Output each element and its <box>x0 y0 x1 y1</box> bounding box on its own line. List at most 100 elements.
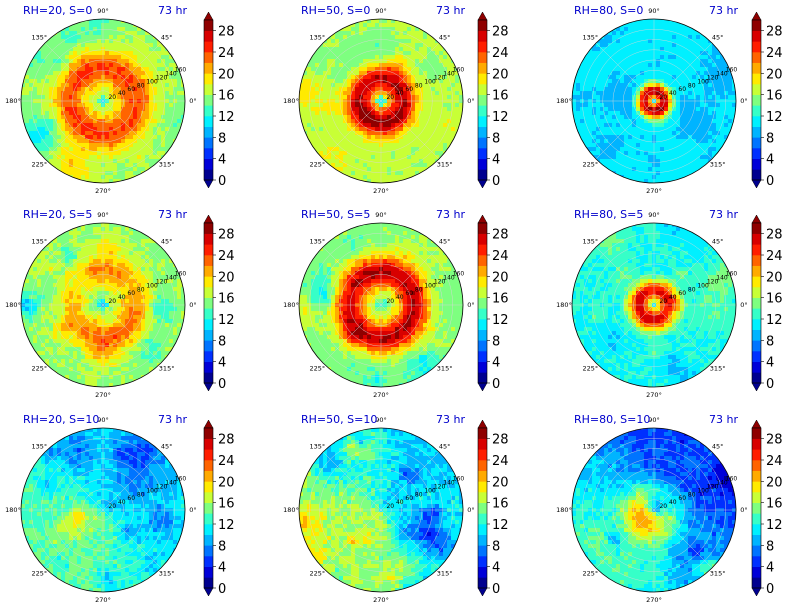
contour-cell <box>137 171 142 176</box>
contour-cell <box>149 103 154 108</box>
contour-cell <box>57 51 62 56</box>
contour-cell <box>335 123 340 128</box>
polar-frame <box>571 18 737 184</box>
contour-cell <box>692 127 697 132</box>
contour-cell <box>141 23 146 28</box>
contour-cell <box>371 163 376 168</box>
contour-cell <box>415 111 420 116</box>
contour-cell <box>165 79 170 84</box>
contour-cell <box>604 91 609 96</box>
contour-cell <box>572 131 577 136</box>
contour-cell <box>359 67 364 72</box>
contour-cell <box>391 135 396 140</box>
contour-cell <box>636 47 641 52</box>
contour-cell <box>447 79 452 84</box>
contour-cell <box>347 27 352 32</box>
contour-cell <box>616 115 621 120</box>
contour-cell <box>716 83 721 88</box>
contour-cell <box>692 159 697 164</box>
contour-cell <box>576 139 581 144</box>
contour-cell <box>716 107 721 112</box>
colorbar-segment <box>752 20 761 31</box>
contour-cell <box>355 51 360 56</box>
contour-cell <box>81 55 86 60</box>
contour-cell <box>81 255 86 260</box>
contour-cell <box>41 123 46 128</box>
contour-cell <box>109 159 114 164</box>
contour-cell <box>632 111 637 116</box>
contour-cell <box>133 147 138 152</box>
colorbar-segment <box>478 105 487 117</box>
contour-cell <box>339 95 344 100</box>
contour-cell <box>153 135 158 140</box>
contour-cell <box>419 31 424 36</box>
contour-cell <box>323 131 328 136</box>
contour-cell <box>121 107 126 112</box>
contour-cell <box>644 127 649 132</box>
contour-cell <box>149 47 154 52</box>
contour-cell <box>129 103 134 108</box>
contour-cell <box>145 123 150 128</box>
contour-cell <box>648 19 653 24</box>
contour-cell <box>431 167 436 172</box>
contour-cell <box>688 43 693 48</box>
contour-cell <box>129 235 134 240</box>
contour-cell <box>660 115 665 120</box>
contour-cell <box>359 27 364 32</box>
contour-cell <box>311 47 316 52</box>
contour-cell <box>391 75 396 80</box>
contour-cell <box>65 275 70 280</box>
contour-cell <box>419 123 424 128</box>
contour-cell <box>455 127 460 132</box>
contour-cell <box>323 87 328 92</box>
contour-cell <box>133 55 138 60</box>
contour-cell <box>69 119 74 124</box>
contour-cell <box>33 103 38 108</box>
contour-cell <box>307 135 312 140</box>
contour-cell <box>347 151 352 156</box>
contour-cell <box>93 107 98 112</box>
contour-cell <box>61 63 66 68</box>
contour-cell <box>165 255 170 260</box>
contour-cell <box>435 43 440 48</box>
contour-cell <box>145 239 150 244</box>
contour-cell <box>37 287 42 292</box>
contour-cell <box>173 111 178 116</box>
contour-cell <box>684 107 689 112</box>
contour-cell <box>105 43 110 48</box>
contour-cell <box>105 275 110 280</box>
contour-cell <box>117 95 122 100</box>
contour-cell <box>45 127 50 132</box>
contour-cell <box>323 71 328 76</box>
contour-cell <box>375 139 380 144</box>
contour-cell <box>636 107 641 112</box>
contour-cell <box>117 31 122 36</box>
contour-cell <box>427 95 432 100</box>
contour-cell <box>327 63 332 68</box>
contour-cell <box>89 251 94 256</box>
contour-cell <box>451 111 456 116</box>
contour-cell <box>443 43 448 48</box>
contour-cell <box>359 139 364 144</box>
contour-cell <box>25 263 30 268</box>
contour-cell <box>680 143 685 148</box>
contour-cell <box>716 79 721 84</box>
contour-cell <box>33 83 38 88</box>
contour-cell <box>65 279 70 284</box>
contour-cell <box>327 79 332 84</box>
contour-cell <box>668 55 673 60</box>
contour-cell <box>161 107 166 112</box>
contour-cell <box>636 43 641 48</box>
contour-cell <box>604 171 609 176</box>
contour-cell <box>105 87 110 92</box>
contour-cell <box>351 107 356 112</box>
contour-cell <box>399 87 404 92</box>
contour-cell <box>105 19 110 24</box>
contour-cell <box>85 103 90 108</box>
contour-cell <box>77 139 82 144</box>
contour-cell <box>133 167 138 172</box>
contour-cell <box>684 87 689 92</box>
contour-cell <box>145 243 150 248</box>
contour-cell <box>117 163 122 168</box>
contour-cell <box>391 87 396 92</box>
